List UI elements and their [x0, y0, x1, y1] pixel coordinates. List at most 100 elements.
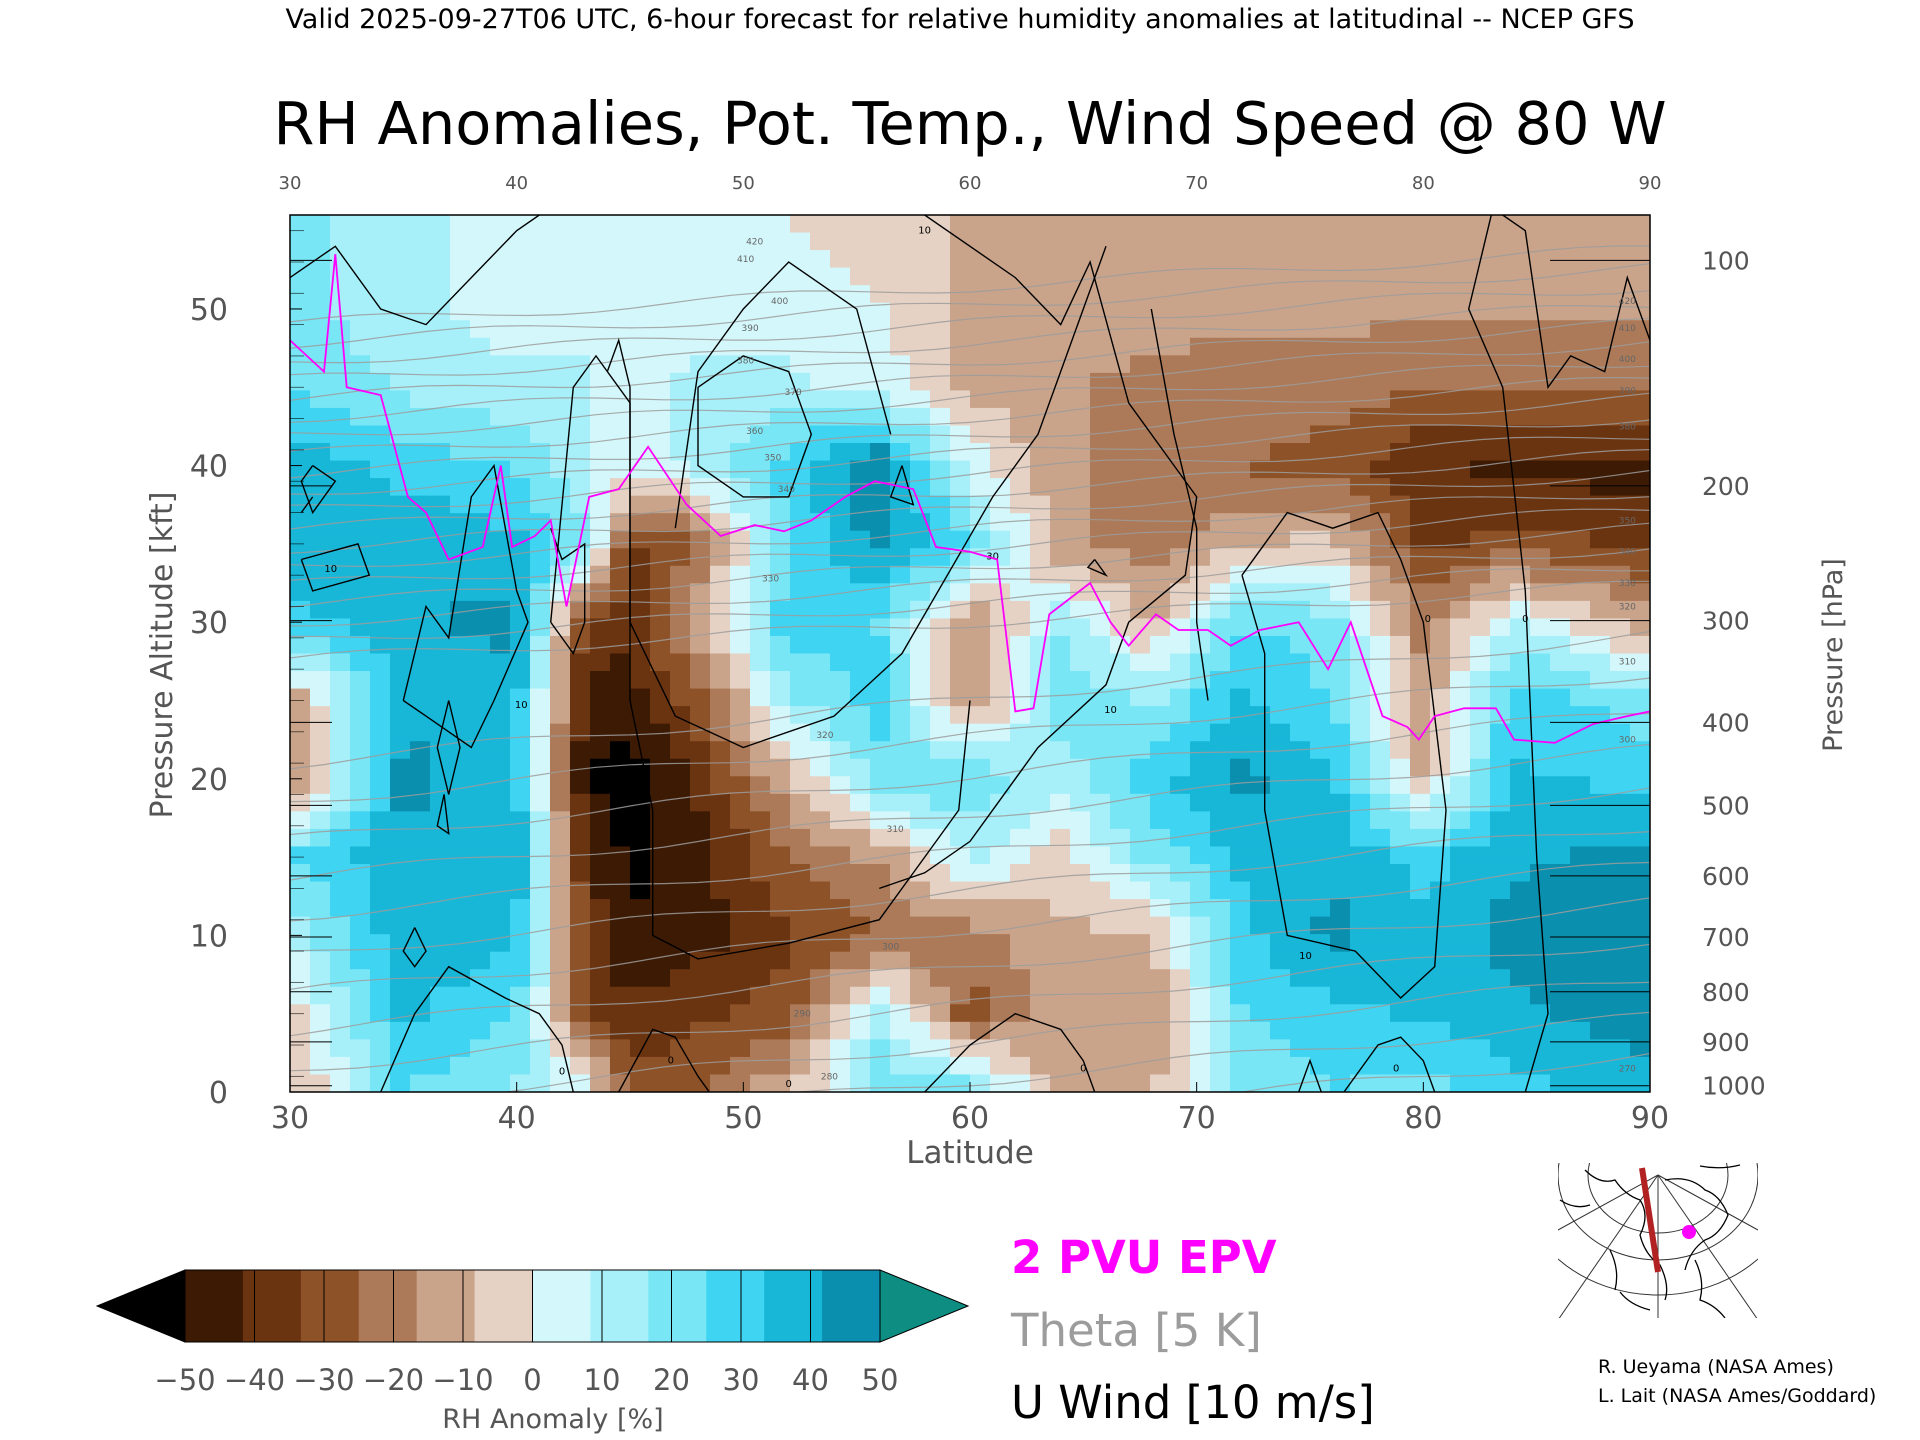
rh-cell — [770, 758, 791, 777]
rh-cell — [890, 1021, 911, 1040]
rh-cell — [1210, 425, 1231, 444]
rh-cell — [950, 250, 971, 269]
rh-cell — [410, 460, 431, 479]
rh-cell — [1090, 635, 1111, 655]
rh-cell — [1190, 758, 1211, 777]
rh-cell — [450, 285, 471, 304]
rh-cell — [1050, 986, 1071, 1005]
rh-cell — [1550, 355, 1571, 374]
rh-cell — [1270, 934, 1291, 953]
rh-cell — [1490, 811, 1511, 830]
rh-cell — [1050, 811, 1071, 830]
theta-label: 380 — [1619, 422, 1636, 432]
rh-cell — [410, 390, 431, 409]
rh-cell — [530, 758, 551, 777]
rh-cell — [1630, 863, 1650, 883]
rh-cell — [1230, 881, 1251, 900]
rh-cell — [770, 828, 791, 848]
rh-cell — [1170, 390, 1191, 409]
rh-cell — [970, 285, 991, 304]
rh-cell — [1070, 969, 1091, 988]
rh-cell — [1250, 741, 1271, 760]
rh-cell — [1350, 688, 1371, 707]
rh-cell — [1530, 758, 1551, 777]
rh-cell — [570, 548, 591, 567]
rh-cell — [470, 285, 491, 304]
rh-cell — [630, 548, 651, 567]
rh-cell — [430, 583, 451, 602]
rh-cell — [1030, 1074, 1051, 1092]
rh-cell — [1570, 478, 1591, 497]
rh-cell — [450, 250, 471, 269]
rh-cell — [1510, 478, 1531, 497]
rh-cell — [790, 478, 811, 497]
rh-cell — [570, 1004, 591, 1023]
rh-cell — [1610, 1039, 1631, 1058]
rh-cell — [350, 337, 371, 356]
rh-cell — [570, 267, 591, 286]
rh-cell — [1410, 215, 1431, 234]
rh-cell — [1070, 600, 1091, 620]
rh-cell — [690, 565, 711, 584]
rh-cell — [1090, 355, 1111, 374]
rh-cell — [510, 320, 531, 339]
rh-cell — [1270, 478, 1291, 497]
rh-cell — [990, 232, 1011, 251]
rh-cell — [1390, 1021, 1411, 1040]
rh-cell — [830, 1056, 851, 1076]
rh-cell — [570, 793, 591, 812]
rh-cell — [510, 583, 531, 602]
rh-cell — [1210, 951, 1231, 970]
rh-cell — [750, 600, 771, 620]
rh-cell — [1190, 425, 1211, 444]
rh-cell — [930, 600, 951, 620]
rh-cell — [610, 215, 631, 234]
rh-cell — [1170, 688, 1191, 707]
rh-cell — [810, 302, 831, 321]
rh-cell — [550, 671, 571, 690]
rh-cell — [430, 337, 451, 356]
rh-cell — [730, 916, 751, 935]
rh-cell — [850, 811, 871, 830]
rh-cell — [410, 951, 431, 970]
rh-cell — [1150, 916, 1171, 935]
rh-cell — [590, 899, 611, 918]
rh-cell — [550, 951, 571, 970]
rh-cell — [710, 776, 731, 795]
rh-cell — [430, 951, 451, 970]
theta-contour — [290, 743, 1650, 881]
rh-cell — [950, 758, 971, 777]
rh-cell — [910, 1004, 931, 1023]
rh-cell — [490, 811, 511, 830]
rh-cell — [1250, 215, 1271, 234]
rh-cell — [1190, 688, 1211, 707]
rh-cell — [1390, 846, 1411, 865]
x-tick-label: 90 — [1631, 1101, 1669, 1136]
rh-cell — [1450, 1021, 1471, 1040]
rh-cell — [690, 1039, 711, 1058]
rh-cell — [310, 828, 331, 848]
rh-cell — [830, 969, 851, 988]
rh-cell — [1170, 1021, 1191, 1040]
rh-cell — [1630, 635, 1650, 655]
rh-cell — [530, 986, 551, 1005]
rh-cell — [1150, 372, 1171, 391]
rh-cell — [830, 863, 851, 883]
rh-cell — [1210, 600, 1231, 620]
rh-cell — [430, 232, 451, 251]
rh-cell — [1210, 934, 1231, 953]
rh-cell — [290, 530, 311, 549]
pressure-tick-label: 800 — [1702, 978, 1750, 1007]
rh-cell — [1430, 250, 1451, 269]
rh-cell — [470, 215, 491, 234]
colorbar-tick-label: 20 — [653, 1363, 690, 1397]
rh-cell — [970, 443, 991, 462]
rh-cell — [1610, 337, 1631, 356]
rh-cell — [330, 1004, 351, 1023]
colorbar-swatch — [648, 1270, 707, 1342]
rh-cell — [1310, 916, 1331, 935]
rh-cell — [630, 899, 651, 918]
rh-cell — [930, 1021, 951, 1040]
rh-cell — [310, 390, 331, 409]
rh-cell — [1330, 250, 1351, 269]
